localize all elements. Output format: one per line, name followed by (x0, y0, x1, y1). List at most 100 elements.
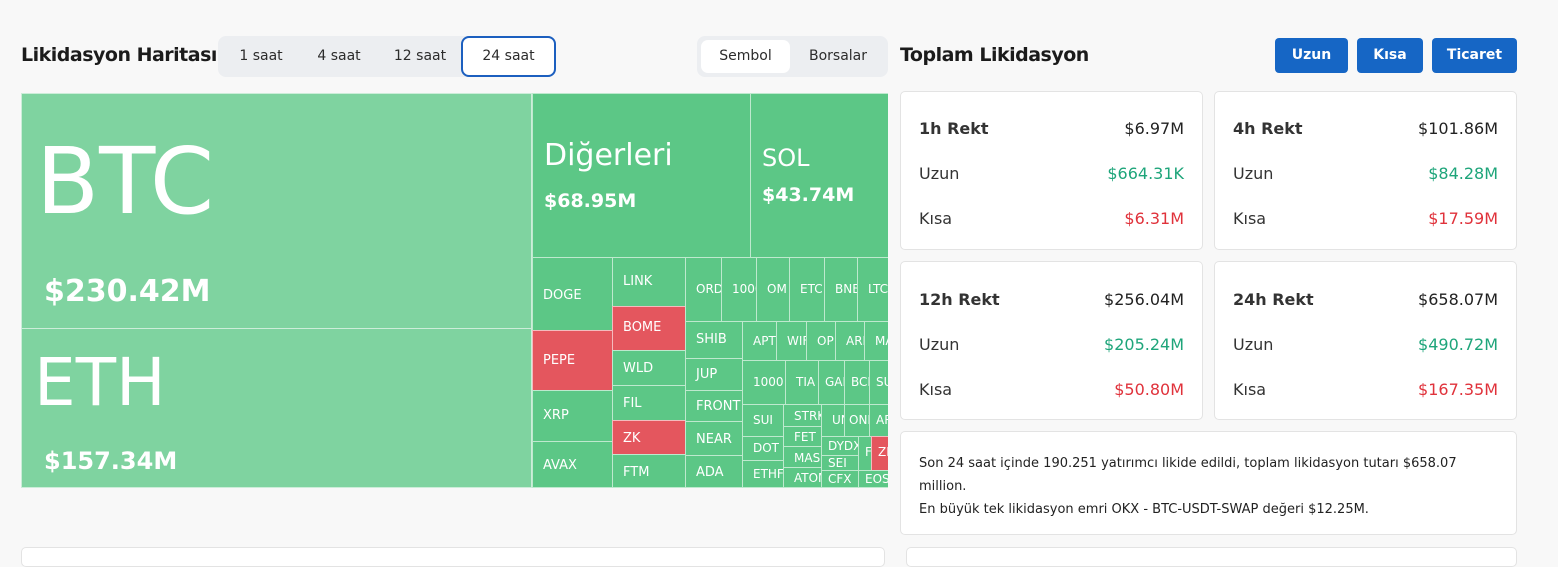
tile-gala[interactable]: GALA (818, 360, 845, 405)
tile-link-label: LINK (623, 274, 653, 289)
tile-near[interactable]: NEAR (685, 421, 743, 456)
tile-strk[interactable]: STRK (783, 404, 822, 427)
tile-xrp[interactable]: XRP (532, 390, 613, 442)
tile-ondo[interactable]: ONDO (844, 404, 870, 437)
tile-om[interactable]: OM (756, 257, 790, 322)
tile-ondo-label: ONDO (849, 413, 869, 427)
tile-zk[interactable]: ZK (612, 420, 686, 455)
tile-zeta-label: ZETA (878, 445, 888, 459)
tile-uni[interactable]: UNI (821, 404, 845, 437)
tile-matic-label: MATIC (875, 334, 888, 348)
tile-zeta[interactable]: ZETA (871, 436, 888, 471)
tile-bch-label: BCH (851, 375, 869, 389)
tile-pepe[interactable]: PEPE (532, 330, 613, 391)
tile-mask-label: MASK (794, 451, 821, 465)
tile-eth[interactable]: ETH $157.34M (21, 328, 532, 488)
tile-dydx[interactable]: DYDX (821, 436, 859, 456)
tile-btc-symbol: BTC (36, 128, 215, 235)
tile-wif[interactable]: WIF (776, 321, 807, 361)
tile-front[interactable]: FRONT (685, 390, 743, 422)
timeframe-24h[interactable]: 24 saat (461, 36, 556, 77)
tile-ethfi-label: ETHFI (753, 467, 784, 481)
tile-bnb[interactable]: BNB (824, 257, 858, 322)
short-button[interactable]: Kısa (1357, 38, 1423, 73)
tile-sei-label: SEI (828, 456, 847, 470)
tile-ftm[interactable]: FTM (612, 454, 686, 488)
tile-sui-label: SUI (753, 413, 773, 427)
tile-etc[interactable]: ETC (789, 257, 825, 322)
tile-eos-label: EOS (865, 472, 888, 486)
short-label: Kısa (919, 380, 953, 399)
tile-eth-value: $157.34M (44, 447, 178, 475)
tile-matic[interactable]: MATIC (864, 321, 888, 361)
tile-mask[interactable]: MASK (783, 446, 822, 468)
tile-sui[interactable]: SUI (742, 404, 784, 437)
view-symbol-tab[interactable]: Sembol (701, 40, 790, 73)
tile-atom-label: ATOM (794, 471, 821, 485)
tile-dot[interactable]: DOT (742, 436, 784, 461)
short-value: $17.59M (1428, 209, 1498, 228)
tile-sei[interactable]: SEI (821, 455, 859, 471)
tile-tia[interactable]: TIA (785, 360, 819, 405)
tile-ar[interactable]: AR (869, 404, 888, 437)
timeframe-selector: 1 saat 4 saat 12 saat 24 saat (218, 36, 556, 77)
tile-apt[interactable]: APT (742, 321, 777, 361)
tile-shib[interactable]: SHIB (685, 321, 743, 359)
tile-jup[interactable]: JUP (685, 358, 743, 391)
tile-sui2[interactable]: SUI (869, 360, 888, 405)
tile-jup-label: JUP (696, 367, 718, 382)
tile-ltc[interactable]: LTC (857, 257, 888, 322)
timeframe-1h[interactable]: 1 saat (239, 48, 283, 64)
tile-fet-label: FET (794, 430, 816, 444)
tile-doge[interactable]: DOGE (532, 257, 613, 331)
tile-ord[interactable]: ORD (685, 257, 722, 322)
view-selector: Sembol Borsalar (697, 36, 888, 77)
timeframe-4h[interactable]: 4 saat (317, 48, 361, 64)
tile-others-value: $68.95M (544, 190, 637, 212)
long-label: Uzun (1233, 164, 1274, 183)
tile-ethfi[interactable]: ETHFI (742, 460, 784, 488)
tile-arb[interactable]: ARB (835, 321, 865, 361)
tile-eos[interactable]: EOS (858, 470, 888, 488)
tile-avax-label: AVAX (543, 458, 577, 473)
tile-dydx-label: DYDX (828, 439, 859, 453)
tile-f[interactable]: F (858, 436, 872, 471)
tile-strk-label: STRK (794, 409, 821, 423)
rekt-card-total: $658.07M (1418, 290, 1498, 309)
tile-op[interactable]: OP (806, 321, 836, 361)
tile-sol-value: $43.74M (762, 184, 855, 206)
tile-others[interactable]: Diğerleri $68.95M (532, 93, 751, 258)
view-exchanges-tab[interactable]: Borsalar (808, 48, 868, 64)
tile-sui2-label: SUI (876, 375, 888, 389)
tile-ada[interactable]: ADA (685, 455, 743, 488)
tile-etc-label: ETC (800, 282, 823, 296)
tile-bome[interactable]: BOME (612, 306, 686, 351)
tile-fil[interactable]: FIL (612, 385, 686, 421)
tile-wld[interactable]: WLD (612, 350, 686, 386)
long-label: Uzun (919, 335, 960, 354)
tile-cfx[interactable]: CFX (821, 470, 859, 488)
long-value: $664.31K (1107, 164, 1184, 183)
tile-ada-label: ADA (696, 465, 724, 480)
tile-avax[interactable]: AVAX (532, 441, 613, 488)
tile-tia-label: TIA (796, 375, 816, 389)
tile-atom[interactable]: ATOM (783, 467, 822, 488)
tile-cfx-label: CFX (828, 472, 852, 486)
liquidation-summary: Son 24 saat içinde 190.251 yatırımcı lik… (900, 431, 1517, 535)
rekt-card-total: $6.97M (1124, 119, 1184, 138)
tile-fet[interactable]: FET (783, 426, 822, 447)
tile-1000[interactable]: 1000 (721, 257, 757, 322)
tile-zk-label: ZK (623, 431, 641, 446)
tile-1000b[interactable]: 1000 (742, 360, 786, 405)
long-button[interactable]: Uzun (1275, 38, 1348, 73)
timeframe-12h[interactable]: 12 saat (393, 48, 447, 64)
tile-btc[interactable]: BTC $230.42M (21, 93, 532, 329)
total-liquidation-title: Toplam Likidasyon (900, 44, 1089, 66)
tile-sol[interactable]: SOL $43.74M (750, 93, 888, 258)
tile-dot-label: DOT (753, 441, 780, 455)
tile-shib-label: SHIB (696, 332, 727, 347)
tile-f-label: F (865, 445, 872, 459)
trade-button[interactable]: Ticaret (1432, 38, 1517, 73)
tile-ftm-label: FTM (623, 465, 650, 480)
tile-bch[interactable]: BCH (844, 360, 870, 405)
